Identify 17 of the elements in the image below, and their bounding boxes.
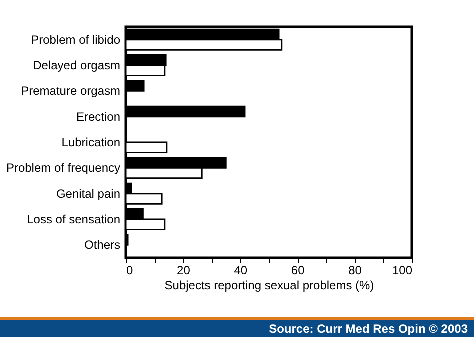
- source-note: Source: Curr Med Res Opin © 2003: [0, 317, 474, 337]
- y-tick-label: Genital pain: [56, 186, 120, 201]
- y-tick-label: Others: [84, 238, 120, 252]
- x-tick-label: 60: [291, 264, 306, 278]
- x-tick-label: 100: [392, 264, 413, 278]
- y-tick-label: Loss of sensation: [27, 212, 120, 226]
- x-tick-label: 40: [234, 264, 248, 278]
- x-tick-label: 80: [348, 264, 362, 278]
- x-axis-title: Subjects reporting sexual problems (%): [164, 278, 374, 292]
- y-tick-label: Premature orgasm: [21, 84, 120, 98]
- x-tick-label: 0: [126, 264, 134, 278]
- x-tick-label: 20: [177, 264, 191, 278]
- y-tick-label: Delayed orgasm: [33, 58, 121, 72]
- y-tick-label: Lubrication: [62, 136, 120, 150]
- y-tick-label: Erection: [76, 110, 120, 124]
- y-tick-label: Problem of libido: [31, 32, 121, 47]
- y-tick-label: Problem of frequency: [6, 161, 120, 176]
